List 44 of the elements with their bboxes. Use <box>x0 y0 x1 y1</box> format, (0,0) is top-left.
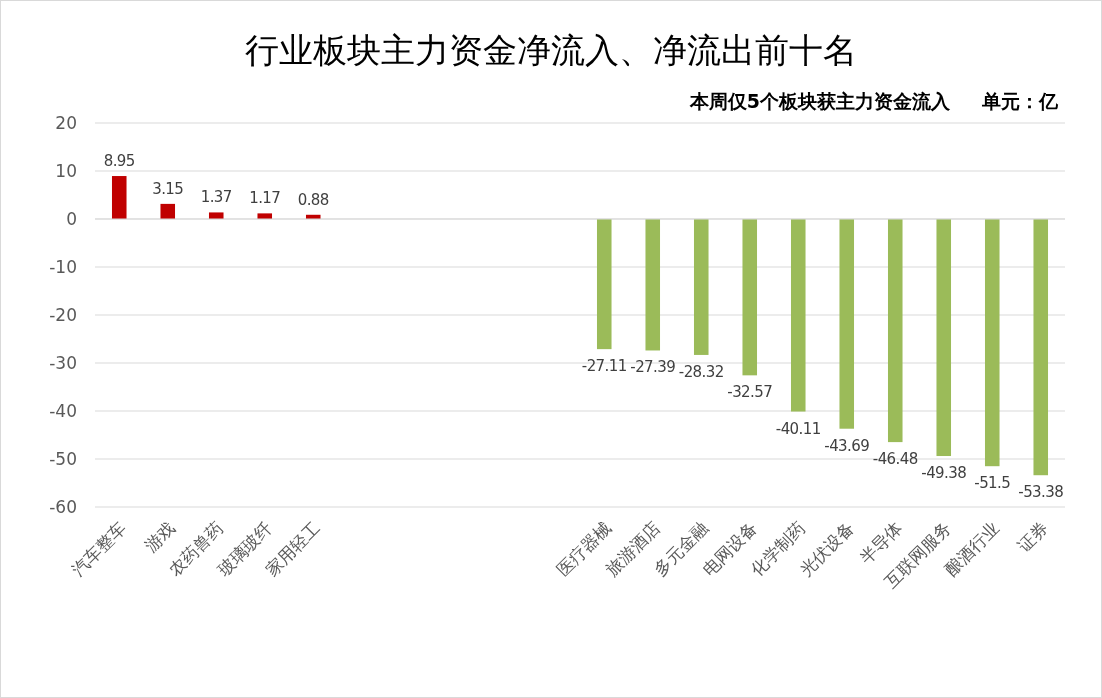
y-tick-label: 0 <box>66 209 77 229</box>
data-label: 0.88 <box>297 190 329 209</box>
bar <box>839 219 855 429</box>
data-label: 1.17 <box>249 189 281 208</box>
x-tick-label: 汽车整车 <box>67 517 131 580</box>
y-tick-label: -40 <box>49 401 77 421</box>
bar <box>936 219 952 457</box>
bar <box>645 219 661 351</box>
y-tick-label: 10 <box>55 161 77 181</box>
data-label: -51.5 <box>974 474 1011 493</box>
x-tick-label: 证券 <box>1013 517 1052 556</box>
bar <box>984 219 1000 467</box>
y-tick-label: 20 <box>55 113 77 133</box>
data-label: -43.69 <box>824 436 870 455</box>
data-label: -53.38 <box>1018 483 1064 502</box>
y-tick-label: -20 <box>49 305 77 325</box>
y-tick-label: -50 <box>49 449 77 469</box>
y-tick-label: -30 <box>49 353 77 373</box>
bar <box>742 219 758 376</box>
bar <box>257 213 273 219</box>
chart-title: 行业板块主力资金净流入、净流出前十名 <box>245 30 857 70</box>
data-label: -46.48 <box>872 450 918 469</box>
bar <box>208 212 224 219</box>
data-label: 8.95 <box>103 152 135 171</box>
y-tick-label: -60 <box>49 497 77 517</box>
data-label: -40.11 <box>775 419 821 438</box>
bar <box>111 176 127 219</box>
bar <box>887 219 903 443</box>
data-label: -32.57 <box>727 383 773 402</box>
bar <box>693 219 709 355</box>
text: 本周仅5个板块获主力资金流入 <box>688 90 951 112</box>
bar <box>790 219 806 412</box>
data-label: -49.38 <box>921 464 967 483</box>
data-label: -27.11 <box>581 357 627 376</box>
x-tick-label: 游戏 <box>140 517 179 556</box>
data-label: -27.39 <box>630 358 676 377</box>
data-label: -28.32 <box>678 362 724 381</box>
text: 单元：亿 <box>981 90 1059 112</box>
data-label: 1.37 <box>200 188 232 207</box>
bar <box>1033 219 1049 476</box>
bar <box>160 203 176 219</box>
y-tick-label: -10 <box>49 257 77 277</box>
data-label: 3.15 <box>152 179 184 198</box>
bar <box>596 219 612 350</box>
